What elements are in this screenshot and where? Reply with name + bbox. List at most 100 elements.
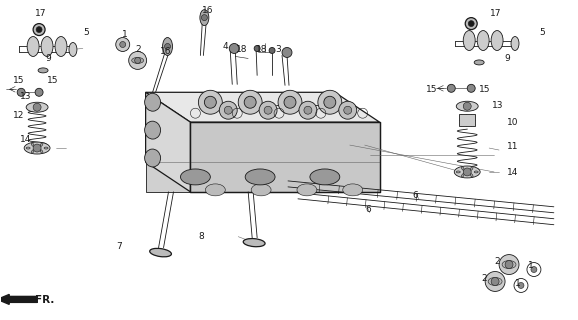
Circle shape <box>467 84 475 92</box>
Circle shape <box>269 47 275 53</box>
Circle shape <box>339 101 357 119</box>
Ellipse shape <box>502 260 516 268</box>
Circle shape <box>254 45 260 52</box>
Ellipse shape <box>24 142 50 154</box>
Ellipse shape <box>55 36 67 56</box>
Text: 15: 15 <box>47 76 59 85</box>
Ellipse shape <box>40 150 43 153</box>
Text: 5: 5 <box>84 28 90 37</box>
Polygon shape <box>146 92 380 122</box>
Circle shape <box>463 168 471 176</box>
Text: 13: 13 <box>20 92 31 101</box>
Ellipse shape <box>44 147 48 149</box>
Circle shape <box>465 18 477 29</box>
Circle shape <box>264 106 272 114</box>
Text: 11: 11 <box>506 142 518 151</box>
Text: 2: 2 <box>135 44 141 54</box>
Ellipse shape <box>474 171 478 173</box>
Text: 2: 2 <box>495 257 500 266</box>
Circle shape <box>120 42 125 47</box>
Circle shape <box>499 255 519 275</box>
Text: 18: 18 <box>236 44 247 54</box>
Circle shape <box>205 96 216 108</box>
Ellipse shape <box>41 36 53 56</box>
Polygon shape <box>190 122 380 192</box>
Circle shape <box>447 84 455 92</box>
Ellipse shape <box>27 36 39 56</box>
Circle shape <box>33 103 41 111</box>
Text: 14: 14 <box>506 168 518 177</box>
Text: 14: 14 <box>20 135 31 144</box>
Ellipse shape <box>461 167 464 170</box>
Circle shape <box>33 144 41 152</box>
Text: 17: 17 <box>490 9 502 18</box>
Circle shape <box>278 90 302 114</box>
Ellipse shape <box>343 184 362 196</box>
Polygon shape <box>146 162 380 192</box>
Ellipse shape <box>243 238 265 247</box>
Text: 13: 13 <box>491 101 503 110</box>
Text: 8: 8 <box>199 232 205 241</box>
Circle shape <box>33 24 45 36</box>
Ellipse shape <box>456 171 460 173</box>
Circle shape <box>318 90 342 114</box>
Circle shape <box>485 271 505 292</box>
Circle shape <box>344 106 352 114</box>
Text: 17: 17 <box>35 9 46 18</box>
Ellipse shape <box>144 121 161 139</box>
Text: 7: 7 <box>116 242 122 251</box>
Circle shape <box>284 96 296 108</box>
Circle shape <box>219 101 237 119</box>
Ellipse shape <box>456 101 478 111</box>
Ellipse shape <box>26 147 30 149</box>
Text: 15: 15 <box>479 85 490 94</box>
Ellipse shape <box>310 169 340 185</box>
Circle shape <box>229 44 239 53</box>
Ellipse shape <box>205 184 225 196</box>
Ellipse shape <box>40 143 43 146</box>
Ellipse shape <box>474 60 484 65</box>
Ellipse shape <box>200 10 209 26</box>
Text: 9: 9 <box>505 53 510 62</box>
Text: 1: 1 <box>515 279 521 288</box>
Circle shape <box>463 102 471 110</box>
Text: 4: 4 <box>223 42 228 52</box>
Ellipse shape <box>454 166 480 178</box>
Ellipse shape <box>26 102 48 112</box>
Ellipse shape <box>491 31 503 51</box>
Text: 16: 16 <box>160 47 171 56</box>
Ellipse shape <box>470 174 473 177</box>
Circle shape <box>505 260 513 268</box>
Ellipse shape <box>511 36 519 51</box>
Text: 1: 1 <box>122 30 128 39</box>
Circle shape <box>35 88 43 96</box>
Text: 6: 6 <box>413 191 418 200</box>
Ellipse shape <box>69 43 77 56</box>
Circle shape <box>129 52 147 69</box>
Circle shape <box>518 283 524 288</box>
Circle shape <box>299 101 317 119</box>
Circle shape <box>468 20 474 27</box>
Text: 6: 6 <box>365 205 371 214</box>
Circle shape <box>259 101 277 119</box>
Text: FR.: FR. <box>35 294 54 305</box>
Circle shape <box>135 58 140 63</box>
Circle shape <box>17 88 25 96</box>
Circle shape <box>282 47 292 58</box>
Text: 1: 1 <box>528 261 533 270</box>
Text: 12: 12 <box>13 111 24 120</box>
Text: 5: 5 <box>539 28 545 37</box>
Circle shape <box>201 15 208 20</box>
Circle shape <box>324 96 336 108</box>
Circle shape <box>491 277 499 285</box>
Ellipse shape <box>31 150 34 153</box>
Text: 15: 15 <box>13 76 24 85</box>
Text: 3: 3 <box>276 44 281 54</box>
Text: 16: 16 <box>202 6 213 15</box>
Circle shape <box>165 44 171 50</box>
Ellipse shape <box>463 31 475 51</box>
Text: 9: 9 <box>46 53 51 62</box>
Circle shape <box>36 27 42 33</box>
Ellipse shape <box>162 37 172 55</box>
Circle shape <box>224 106 232 114</box>
